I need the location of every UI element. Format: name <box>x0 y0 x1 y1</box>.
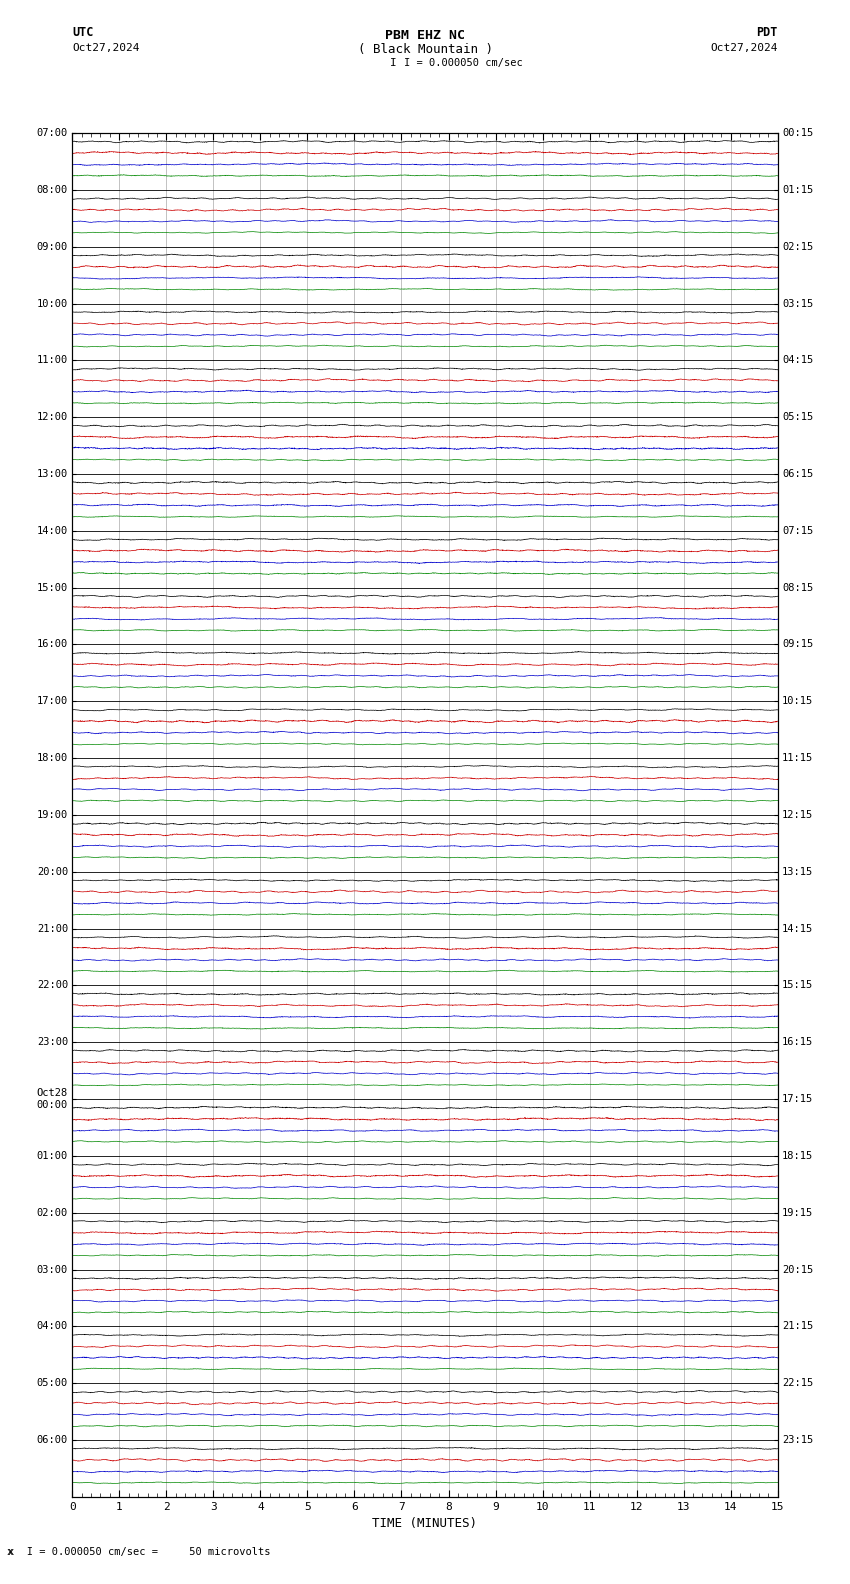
Text: x: x <box>7 1548 13 1557</box>
Text: PDT: PDT <box>756 25 778 40</box>
Text: Oct27,2024: Oct27,2024 <box>711 43 778 54</box>
Text: I: I <box>390 57 397 68</box>
Text: Oct27,2024: Oct27,2024 <box>72 43 139 54</box>
X-axis label: TIME (MINUTES): TIME (MINUTES) <box>372 1517 478 1530</box>
Text: PBM EHZ NC: PBM EHZ NC <box>385 29 465 43</box>
Text: I = 0.000050 cm/sec: I = 0.000050 cm/sec <box>404 57 523 68</box>
Text: UTC: UTC <box>72 25 94 40</box>
Text: ( Black Mountain ): ( Black Mountain ) <box>358 43 492 57</box>
Text: x  I = 0.000050 cm/sec =     50 microvolts: x I = 0.000050 cm/sec = 50 microvolts <box>8 1548 271 1557</box>
